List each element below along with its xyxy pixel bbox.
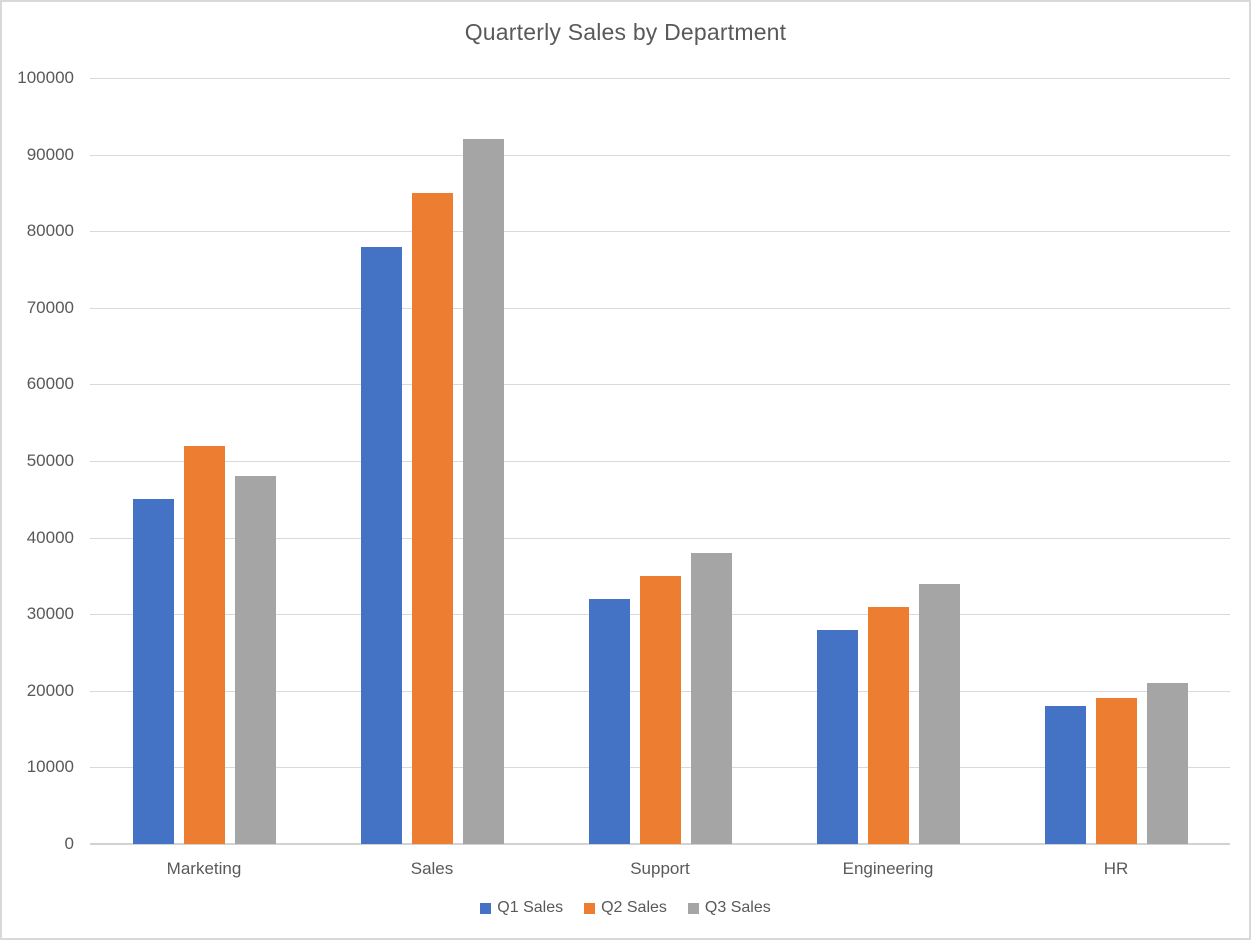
gridline: [90, 78, 1230, 79]
x-axis-line: [90, 843, 1230, 845]
bar-q3-sales-sales: [463, 139, 504, 844]
bar-q1-sales-engineering: [817, 630, 858, 844]
gridline: [90, 231, 1230, 233]
bar-q1-sales-sales: [361, 247, 402, 844]
bar-q1-sales-support: [589, 599, 630, 844]
legend-swatch-q2-sales: [584, 902, 596, 914]
bar-q2-sales-engineering: [868, 607, 909, 844]
y-axis-tick-label: 80000: [26, 221, 74, 241]
x-axis-category-label: Sales: [410, 859, 454, 878]
y-axis-tick-label: 40000: [26, 527, 74, 547]
y-axis-tick-label: 10000: [26, 757, 74, 777]
legend-swatch-q3-sales: [687, 902, 699, 914]
bar-q1-sales-hr: [1045, 706, 1086, 844]
bar-q3-sales-engineering: [919, 584, 960, 844]
bar-q2-sales-support: [640, 576, 681, 844]
x-axis-category-label: Marketing: [166, 859, 242, 878]
y-axis-tick-label: 0: [64, 834, 74, 853]
gridline: [90, 307, 1230, 309]
legend-item-q2-sales: Q2 Sales: [584, 898, 667, 918]
gridline: [90, 384, 1230, 386]
legend-item-q3-sales: Q3 Sales: [687, 898, 771, 918]
x-axis-category-label: HR: [1103, 859, 1129, 878]
bar-q3-sales-marketing: [235, 476, 276, 844]
legend-label: Q2 Sales: [601, 899, 667, 916]
bar-q3-sales-hr: [1147, 683, 1188, 844]
legend-item-q1-sales: Q1 Sales: [480, 898, 563, 918]
y-axis-tick-label: 30000: [26, 604, 74, 624]
legend-label: Q1 Sales: [497, 899, 564, 916]
x-axis-category-label: Support: [630, 859, 690, 878]
y-axis-tick-label: 60000: [26, 374, 74, 394]
bar-q2-sales-hr: [1096, 698, 1137, 844]
legend-swatch-q1-sales: [480, 902, 492, 914]
y-axis-tick-label: 20000: [26, 680, 74, 700]
legend-label: Q3 Sales: [704, 899, 771, 916]
bar-q2-sales-marketing: [184, 446, 225, 844]
legend: Q1 Sales Q2 Sales Q3 Sales: [2, 898, 1249, 918]
gridline: [90, 461, 1230, 462]
y-axis-tick-label: 50000: [26, 451, 74, 470]
y-axis-tick-label: 70000: [26, 297, 74, 317]
bar-q1-sales-marketing: [133, 499, 174, 844]
bar-q3-sales-support: [691, 553, 732, 844]
y-axis-tick-label: 90000: [26, 144, 74, 164]
chart-title: Quarterly Sales by Department: [464, 19, 787, 45]
y-axis-tick-label: 100000: [17, 68, 74, 87]
x-axis-category-label: Engineering: [842, 859, 934, 878]
gridline: [90, 154, 1230, 156]
gridline: [90, 537, 1230, 539]
bar-q2-sales-sales: [412, 193, 453, 844]
